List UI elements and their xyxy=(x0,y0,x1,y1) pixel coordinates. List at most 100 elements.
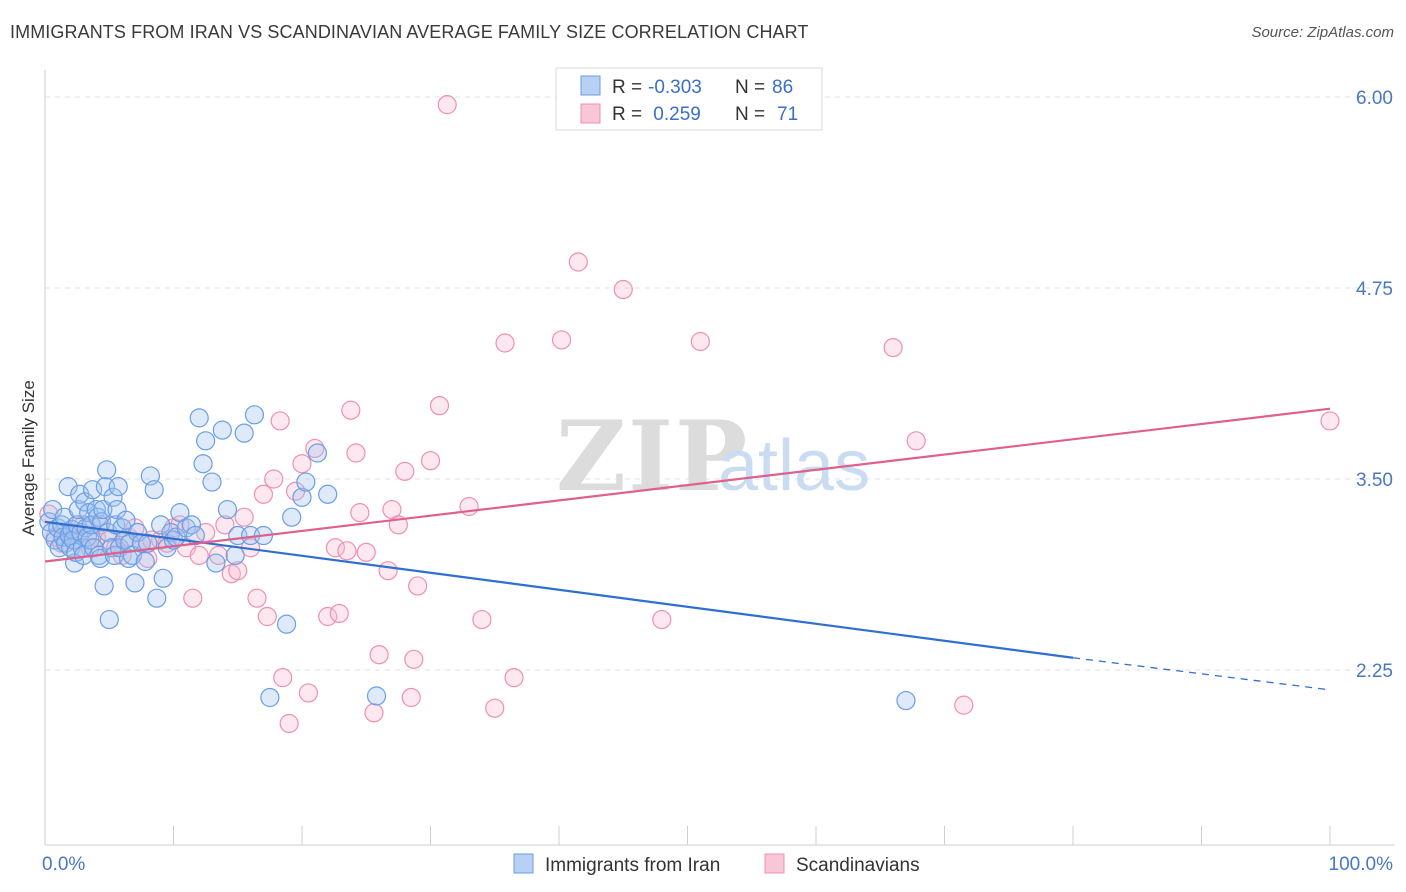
iran-point-31 xyxy=(86,499,107,520)
iran-point-58 xyxy=(135,551,155,572)
iran-point-90 xyxy=(296,472,316,492)
y-tick-label-0: 2.25 xyxy=(1356,661,1393,682)
scandinavians-point-74 xyxy=(954,695,974,715)
iran-point-10 xyxy=(58,477,78,497)
scandinavians-point-60 xyxy=(429,396,450,416)
iran-point-89 xyxy=(292,487,312,507)
y-tick-labels: 2.25 3.50 4.75 6.00 xyxy=(1356,88,1393,682)
axes xyxy=(44,70,1395,846)
scandinavians-point-45 xyxy=(337,541,357,561)
iran-point-62 xyxy=(147,588,167,608)
legend-r-label-scandinavians: R = xyxy=(612,104,642,125)
scandinavians-points xyxy=(39,95,1340,734)
scandinavians-point-61 xyxy=(437,95,457,115)
scandinavians-point-43 xyxy=(325,538,346,558)
scandinavians-point-22 xyxy=(183,588,203,608)
bottom-legend-label-iran: Immigrants from Iran xyxy=(545,855,720,876)
source-label: Source: ZipAtlas.com xyxy=(1251,24,1394,41)
scandinavians-point-48 xyxy=(350,503,370,523)
bottom-legend-swatch-iran xyxy=(513,853,534,874)
legend-n-scandinavians: 71 xyxy=(777,104,798,125)
iran-point-51 xyxy=(116,510,136,530)
scandinavians-point-44 xyxy=(329,603,349,624)
scandinavians-point-50 xyxy=(364,703,384,723)
chart-title: IMMIGRANTS FROM IRAN VS SCANDINAVIAN AVE… xyxy=(10,22,809,42)
scandinavians-point-69 xyxy=(613,279,633,300)
bottom-legend: Immigrants from Iran Scandinavians xyxy=(513,853,920,876)
scandinavians-point-49 xyxy=(356,542,376,562)
scandinavians-point-28 xyxy=(228,561,248,581)
iran-point-61 xyxy=(144,480,164,500)
iran-point-64 xyxy=(153,568,173,588)
scandinavians-point-66 xyxy=(504,668,524,688)
iran-point-36 xyxy=(93,499,113,520)
legend-r-label-iran: R = xyxy=(612,77,642,98)
iran-point-92 xyxy=(318,484,338,504)
iran-point-35 xyxy=(91,512,112,532)
iran-point-88 xyxy=(282,507,302,527)
legend-r-scandinavians: 0.259 xyxy=(648,104,701,125)
scandinavians-point-25 xyxy=(208,545,229,566)
iran-point-74 xyxy=(193,454,213,474)
x-tick-labels: 0.0% 100.0% xyxy=(42,854,1393,875)
legend-n-label-iran: N = xyxy=(735,77,765,98)
legend: R = -0.303 N = 86 R = 0.259 N = 71 xyxy=(555,67,823,131)
scandinavians-point-73 xyxy=(906,431,926,451)
scandinavians-point-72 xyxy=(883,337,903,358)
legend-n-iran: 86 xyxy=(772,77,793,98)
x-tick-label-1: 100.0% xyxy=(1329,854,1394,875)
scandinavians-point-67 xyxy=(551,330,572,350)
scandinavians-point-40 xyxy=(298,683,319,703)
iran-point-41 xyxy=(99,609,119,630)
iran-point-55 xyxy=(125,573,145,593)
iran-point-2 xyxy=(43,499,63,520)
y-tick-label-2: 4.75 xyxy=(1356,279,1393,300)
scandinavians-point-63 xyxy=(472,609,492,630)
scandinavians-point-39 xyxy=(292,454,312,474)
iran-point-75 xyxy=(196,431,216,451)
gridlines xyxy=(45,96,1395,671)
legend-swatch-iran xyxy=(580,75,601,96)
scandinavians-point-51 xyxy=(369,645,389,665)
y-tick-label-3: 6.00 xyxy=(1356,88,1393,109)
scandinavians-point-59 xyxy=(420,451,441,471)
bottom-legend-label-scandinavians: Scandinavians xyxy=(796,855,920,876)
scandinavians-point-64 xyxy=(485,698,505,718)
scandinavians-point-31 xyxy=(247,588,267,608)
iran-point-94 xyxy=(896,690,916,711)
iran-point-40 xyxy=(98,522,118,543)
iran-point-73 xyxy=(189,408,209,428)
watermark-zip: ZIP xyxy=(556,400,749,513)
iran-point-23 xyxy=(75,492,95,512)
iran-point-78 xyxy=(212,420,232,440)
iran-point-76 xyxy=(202,472,222,492)
scandinavians-point-37 xyxy=(279,713,299,734)
iran-point-37 xyxy=(94,576,114,596)
scandinavians-point-53 xyxy=(378,561,398,581)
scandinavians-point-56 xyxy=(401,687,421,708)
scandinavians-point-58 xyxy=(408,576,428,596)
scandinavians-point-55 xyxy=(395,461,415,481)
bottom-legend-swatch-scandinavians xyxy=(764,853,785,874)
scandinavians-point-70 xyxy=(652,609,672,630)
iran-trend-extension xyxy=(1072,657,1331,691)
trend-lines xyxy=(44,407,1331,691)
iran-trend-line xyxy=(44,520,1074,659)
iran-point-43 xyxy=(103,487,123,507)
iran-point-63 xyxy=(151,515,171,535)
scandinavians-point-32 xyxy=(253,484,274,504)
scandinavians-point-35 xyxy=(270,411,290,431)
iran-point-77 xyxy=(206,553,226,573)
scandinavians-point-57 xyxy=(404,649,424,669)
x-tick-label-0: 0.0% xyxy=(42,854,85,875)
iran-point-79 xyxy=(217,499,238,520)
iran-point-80 xyxy=(225,545,245,566)
scandinavians-point-42 xyxy=(318,606,338,627)
scandinavians-point-47 xyxy=(346,443,366,463)
legend-r-iran: -0.303 xyxy=(648,77,702,98)
iran-point-71 xyxy=(181,515,202,535)
scandinavians-point-46 xyxy=(341,400,361,420)
scandinavians-point-65 xyxy=(495,333,515,353)
y-tick-label-1: 3.50 xyxy=(1356,470,1393,491)
